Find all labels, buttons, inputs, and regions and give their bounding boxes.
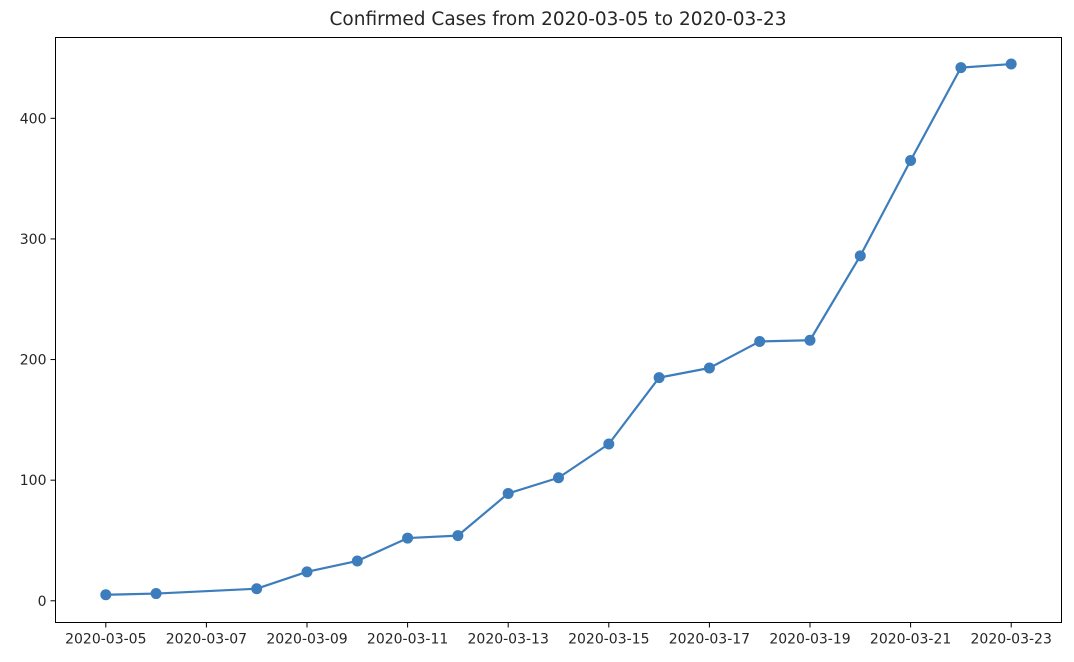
chart-title: Confirmed Cases from 2020-03-05 to 2020-… (329, 9, 786, 30)
plot-area-frame (55, 37, 1062, 623)
x-tick-label: 2020-03-11 (367, 632, 448, 648)
y-tick-label: 100 (20, 473, 47, 489)
data-point (754, 335, 766, 347)
x-tick-label: 2020-03-13 (468, 632, 549, 648)
data-point (653, 372, 665, 384)
x-tick-label: 2020-03-23 (971, 632, 1052, 648)
data-point (150, 588, 162, 600)
y-tick-label: 300 (20, 232, 47, 248)
data-point (251, 583, 263, 595)
x-tick-label: 2020-03-19 (769, 632, 850, 648)
confirmed-cases-line (105, 62, 1012, 596)
data-point (804, 334, 816, 346)
data-point (1005, 58, 1017, 70)
x-tick-label: 2020-03-17 (669, 632, 750, 648)
x-tick-label: 2020-03-05 (65, 632, 146, 648)
x-axis: 2020-03-05 2020-03-07 2020-03-09 2020-03-11… (65, 622, 1052, 648)
x-tick-label: 2020-03-07 (166, 632, 247, 648)
y-tick-label: 0 (38, 594, 47, 610)
data-point (502, 487, 514, 499)
data-point (703, 362, 715, 374)
x-tick-label: 2020-03-21 (870, 632, 951, 648)
data-point (100, 589, 112, 601)
data-point (301, 566, 313, 578)
data-point (603, 438, 615, 450)
x-tick-label: 2020-03-15 (568, 632, 649, 648)
y-axis: 0 100 200 300 400 (20, 111, 56, 610)
data-point (905, 155, 917, 167)
y-tick-label: 400 (20, 111, 47, 127)
x-tick-label: 2020-03-09 (266, 632, 347, 648)
data-points (100, 58, 1017, 601)
data-point (955, 62, 967, 74)
data-point (452, 530, 464, 542)
data-point (351, 555, 363, 567)
data-point (553, 472, 564, 484)
data-point (402, 532, 414, 544)
data-point (854, 250, 866, 262)
y-tick-label: 200 (20, 353, 47, 369)
